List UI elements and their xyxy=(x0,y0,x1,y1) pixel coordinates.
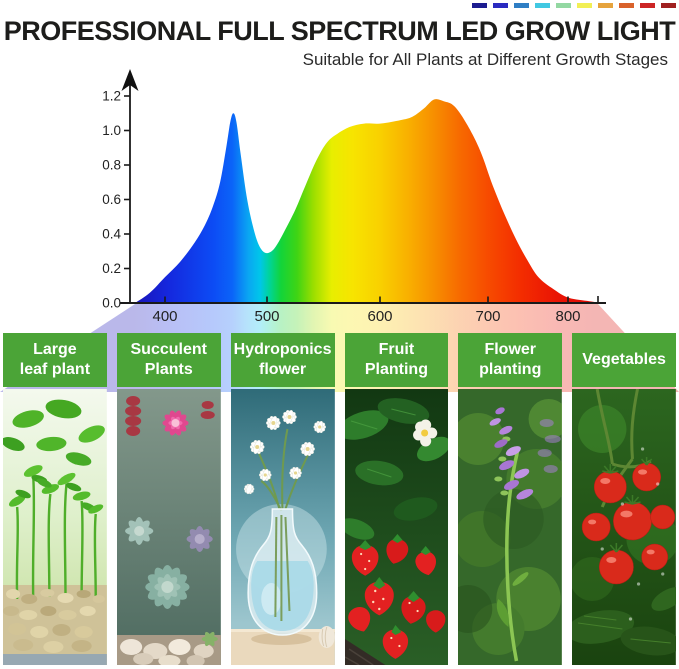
category-large-leaf-plant: Large leaf plant xyxy=(3,333,107,665)
x-tick-label: 600 xyxy=(367,308,392,325)
photo-flower-spike-image xyxy=(458,389,563,665)
category-strip: Large leaf plant xyxy=(3,333,676,665)
category-flower-planting: Flower planting xyxy=(458,333,563,665)
y-tick-label: 0.8 xyxy=(102,158,121,173)
spectrum-dash xyxy=(493,3,508,8)
category-label: Large leaf plant xyxy=(3,333,107,387)
spectrum-dash xyxy=(514,3,529,8)
photo-strawberries xyxy=(344,389,449,665)
photo-strawberries-image xyxy=(344,389,449,665)
y-tick-label: 0.4 xyxy=(102,227,121,242)
category-label: Fruit Planting xyxy=(344,333,449,387)
photo-seedlings xyxy=(3,389,107,665)
x-tick-label: 500 xyxy=(254,308,279,325)
category-label-line2: flower xyxy=(259,361,307,378)
spectrum-dash xyxy=(619,3,634,8)
y-tick-label: 0.2 xyxy=(102,261,121,276)
photo-hydroponics-image xyxy=(230,389,335,665)
category-hydroponics-flower: Hydroponics flower xyxy=(230,333,335,665)
category-label: Hydroponics flower xyxy=(230,333,335,387)
y-tick-label: 0.0 xyxy=(102,296,121,311)
photo-succulents xyxy=(116,389,221,665)
category-label-line2: planting xyxy=(479,361,542,378)
category-label-line2: Planting xyxy=(364,361,428,378)
category-label-line1: Vegetables xyxy=(582,351,666,368)
photo-succulents-image xyxy=(116,389,221,665)
spectrum-dash xyxy=(556,3,571,8)
y-axis-arrow-icon xyxy=(121,69,139,91)
category-label-line1: Fruit xyxy=(378,341,415,358)
category-label-line1: Flower xyxy=(484,341,537,358)
spectrum-dash xyxy=(472,3,487,8)
category-label-line2: leaf plant xyxy=(19,361,91,378)
y-tick-label: 1.0 xyxy=(102,123,121,138)
photo-tomatoes-image xyxy=(572,389,676,665)
category-label-line2: Plants xyxy=(144,361,193,378)
x-tick-label: 800 xyxy=(555,308,580,325)
spectrum-curve-area xyxy=(135,99,600,303)
spectrum-dash xyxy=(661,3,676,8)
spectrum-dash xyxy=(640,3,655,8)
x-tick-label: 400 xyxy=(152,308,177,325)
photo-seedlings-image xyxy=(3,389,107,665)
category-label: Succulent Plants xyxy=(116,333,221,387)
category-label-line1: Succulent xyxy=(130,341,207,358)
axis-ticks: 400 500 600 700 800 0.0 0.2 0.4 0.6 0.8 1.0 1.2 xyxy=(102,89,580,326)
page-title: PROFESSIONAL FULL SPECTRUM LED GROW LIGH… xyxy=(3,16,676,46)
category-label: Vegetables xyxy=(572,333,676,387)
category-vegetables: Vegetables xyxy=(572,333,676,665)
category-label: Flower planting xyxy=(458,333,563,387)
spectrum-dash xyxy=(535,3,550,8)
spectrum-dash xyxy=(577,3,592,8)
x-tick-label: 700 xyxy=(475,308,500,325)
category-fruit-planting: Fruit Planting xyxy=(344,333,449,665)
spectrum-dash xyxy=(598,3,613,8)
photo-flower-spike xyxy=(458,389,563,665)
category-label-line1: Hydroponics xyxy=(233,341,332,358)
y-tick-label: 0.6 xyxy=(102,192,121,207)
photo-hydroponics xyxy=(230,389,335,665)
category-succulent-plants: Succulent Plants xyxy=(116,333,221,665)
category-label-line1: Large xyxy=(33,341,77,358)
spectrum-dash-row xyxy=(472,3,676,8)
page-subtitle: Suitable for All Plants at Different Gro… xyxy=(302,50,668,69)
photo-tomatoes xyxy=(572,389,676,665)
y-tick-label: 1.2 xyxy=(102,89,121,104)
